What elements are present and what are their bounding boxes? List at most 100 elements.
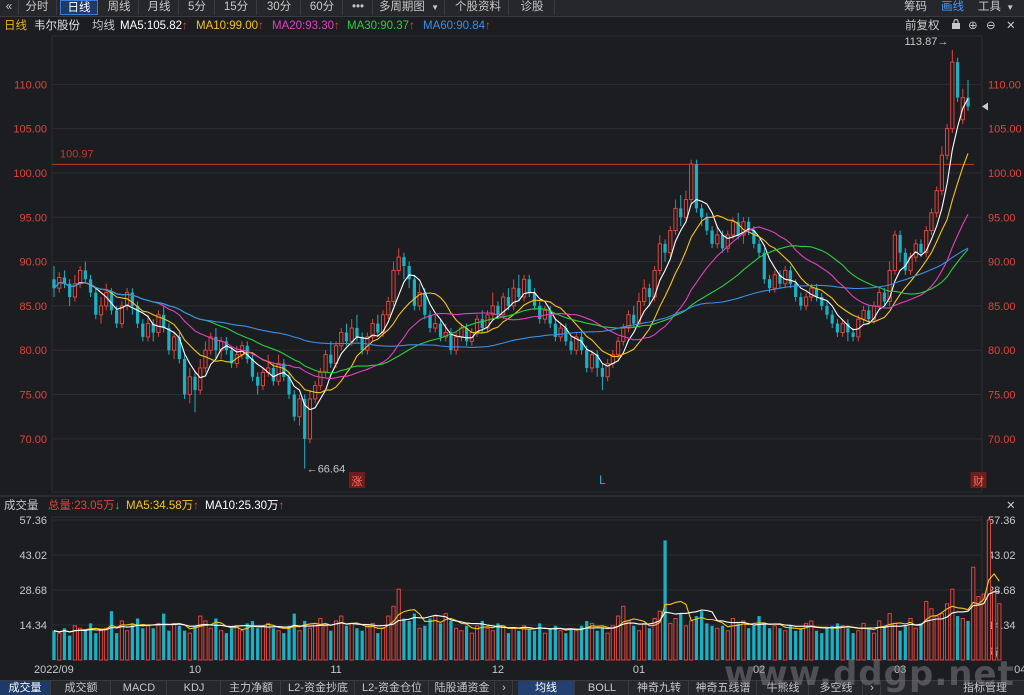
volume-bar-down	[438, 623, 443, 660]
candle-body-down	[767, 279, 772, 289]
tab-l2-bottom[interactable]: L2-资金抄底	[282, 681, 355, 695]
tab-intraday[interactable]: 分时	[18, 0, 57, 15]
tab-weekly[interactable]: 周线	[100, 0, 139, 15]
candle-body-down	[564, 328, 568, 342]
volume-bar-up	[913, 627, 918, 661]
volume-bar-down	[62, 628, 67, 660]
tabs2-next-icon[interactable]: ›	[864, 681, 881, 695]
volume-bar-up	[391, 605, 396, 661]
tab-15min[interactable]: 15分	[216, 0, 257, 15]
candle-body-down	[167, 328, 171, 351]
candle-body-down	[919, 243, 923, 253]
tab-30min[interactable]: 30分	[258, 0, 301, 15]
ma-label[interactable]: 均线	[92, 20, 115, 32]
candle-body-up	[772, 274, 777, 289]
volume-bar-down	[564, 633, 568, 660]
candle-body-down	[600, 367, 605, 377]
tab-ma[interactable]: 均线	[518, 681, 575, 695]
volume-bar-up	[615, 615, 621, 661]
volume-bar-down	[517, 630, 521, 660]
price-tick-label-right: 80.00	[988, 345, 1016, 357]
candle-body-down	[250, 359, 255, 377]
indicator-manage-button[interactable]: 指标管理	[963, 682, 1007, 694]
volume-bar-up	[239, 630, 245, 661]
chart-marker-badge	[970, 472, 987, 488]
diagnose-button[interactable]: 诊股	[510, 0, 555, 15]
volume-total: 总量:23.05万↓	[48, 500, 121, 512]
candle-body-down	[428, 314, 432, 329]
tab-macd[interactable]: MACD	[112, 681, 167, 695]
lock-icon[interactable]	[951, 17, 961, 35]
candle-body-up	[939, 154, 945, 192]
chart-marker-l: L	[599, 473, 606, 487]
volume-bar-down	[135, 618, 140, 660]
candle-body-down	[647, 288, 652, 298]
close-icon[interactable]: ✕	[1006, 20, 1016, 32]
volume-bar-up	[77, 627, 83, 661]
candle-body-up	[323, 354, 328, 373]
volume-bar-up	[809, 620, 814, 661]
volume-bar-down	[553, 625, 558, 660]
candle-body-up	[626, 314, 631, 329]
kline-chart[interactable]: 110.00 110.00 105.00 105.00 100.00 100.00 95.0…	[0, 0, 1024, 680]
tab-northbound[interactable]: 陆股通资金	[430, 681, 495, 695]
volume-bar-down	[663, 540, 667, 660]
chips-button[interactable]: 筹码	[904, 1, 927, 13]
volume-bar-up	[960, 618, 965, 661]
volume-bar-down	[720, 625, 725, 660]
top-toolbar: « 分时 日线 周线 月线 5分 15分 30分 60分 ••• 多周期图 ▼ …	[0, 0, 1024, 17]
draw-line-button[interactable]: 画线	[941, 1, 964, 13]
candle-body-up	[98, 305, 104, 316]
tab-magic-nine[interactable]: 神奇九转	[630, 681, 689, 695]
volume-bar-down	[762, 623, 766, 660]
tools-button[interactable]: 工具 ▼	[978, 0, 1014, 15]
candle-body-up	[203, 349, 208, 369]
tab-kdj[interactable]: KDJ	[168, 681, 221, 695]
tab-turnover[interactable]: 成交额	[52, 681, 111, 695]
multi-period-button[interactable]: 多周期图 ▼	[374, 0, 445, 15]
tab-daily[interactable]: 日线	[60, 0, 98, 15]
volume-bar-up	[521, 625, 527, 661]
volume-bar-up	[323, 625, 328, 661]
tab-main-net[interactable]: 主力净额	[222, 681, 281, 695]
tab-bull-bear[interactable]: 牛熊线	[758, 681, 809, 695]
volume-bar-down	[250, 620, 255, 660]
volume-bar-up	[72, 625, 78, 661]
volume-bar-up	[370, 622, 375, 661]
tab-monthly[interactable]: 月线	[140, 0, 179, 15]
more-icon[interactable]: •••	[344, 0, 373, 15]
chart-marker-label: 涨	[351, 475, 362, 488]
tab-volume[interactable]: 成交量	[0, 681, 51, 695]
ma10-value: MA10:99.00↑	[196, 20, 264, 32]
volume-bar-down	[480, 620, 484, 660]
tab-long-short[interactable]: 多空线	[810, 681, 863, 695]
volume-bar-down	[355, 628, 359, 660]
stock-info-button[interactable]: 个股资料	[448, 0, 509, 15]
back-icon[interactable]: «	[0, 0, 19, 15]
zoom-in-icon[interactable]: ⊕	[968, 20, 978, 32]
volume-bar-down	[538, 623, 542, 660]
volume-bar-down	[825, 628, 829, 660]
tab-boll[interactable]: BOLL	[576, 681, 629, 695]
candle-body-up	[657, 243, 662, 271]
candle-body-down	[632, 314, 636, 324]
tab-l2-position[interactable]: L2-资金仓位	[356, 681, 429, 695]
candle-body-up	[104, 292, 109, 307]
volume-tick-label-left: 57.36	[19, 515, 47, 527]
volume-bar-up	[861, 622, 866, 661]
adjust-button[interactable]: 前复权	[905, 20, 940, 32]
tab-60min[interactable]: 60分	[302, 0, 343, 15]
volume-bar-up	[386, 615, 391, 661]
volume-bar-up	[490, 630, 495, 661]
volume-bar-up	[260, 625, 266, 661]
zoom-out-icon[interactable]: ⊖	[986, 20, 996, 32]
volume-bar-down	[799, 628, 803, 660]
candle-body-up	[391, 269, 396, 302]
volume-close-icon[interactable]: ✕	[1006, 500, 1016, 512]
tab-5min[interactable]: 5分	[180, 0, 215, 15]
tab-magic-five[interactable]: 神奇五线谱	[690, 681, 757, 695]
tabs-next-icon[interactable]: ›	[496, 681, 513, 695]
volume-bar-down	[224, 633, 228, 660]
candle-body-up	[558, 327, 563, 338]
volume-bar-up	[469, 632, 474, 661]
